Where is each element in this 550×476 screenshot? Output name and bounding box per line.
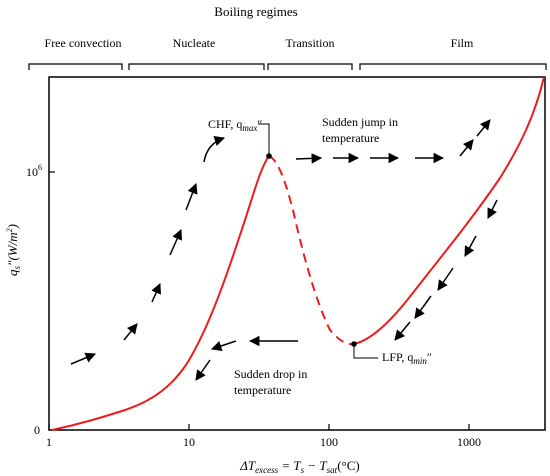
x-axis-label: ΔTexcess = Ts − Tsat(°C)	[239, 458, 359, 475]
y-label-main: q	[5, 269, 20, 276]
y-tick-exp: 6	[38, 163, 42, 172]
arrow-film-up-1	[459, 139, 474, 157]
arrow-heating-curl	[203, 136, 225, 163]
x-tick-label-10: 10	[183, 435, 195, 449]
arrow-cool-1	[487, 199, 498, 219]
jump-label-line1: Sudden jump in	[322, 115, 398, 129]
arrow-jump-1	[295, 153, 323, 164]
arrow-heating-2	[123, 323, 138, 341]
drop-label-line1: Sudden drop in	[234, 367, 307, 381]
x-label-rest: = T	[278, 458, 301, 473]
curve-transition-dashed	[268, 155, 355, 346]
x-label-sub: excess	[255, 465, 278, 475]
arrow-cool-4	[414, 295, 432, 319]
arrow-drop-3	[195, 359, 211, 381]
arrow-heating-1	[70, 352, 96, 365]
chf-prefix: CHF, q	[208, 117, 242, 131]
regime-brackets	[28, 63, 547, 70]
chf-label: CHF, qmax″	[208, 117, 262, 133]
leader-lines	[258, 123, 378, 359]
arrow-cool-2	[464, 235, 477, 257]
arrow-cool-3	[437, 267, 454, 291]
bracket-free-convection	[28, 63, 123, 70]
x-label-sub2: s	[301, 465, 305, 475]
x-tick-label-1000: 1000	[457, 435, 481, 449]
arrow-heating-4	[169, 229, 182, 256]
regime-label-free-convection: Free convection	[45, 36, 122, 50]
boiling-curve	[51, 76, 545, 431]
x-tick-label-100: 100	[320, 435, 338, 449]
regime-label-transition: Transition	[286, 36, 335, 50]
bracket-nucleate	[128, 63, 265, 70]
lfp-leader-line	[353, 344, 378, 359]
y-tick-base: 10	[26, 165, 38, 179]
y-label-sup: 2	[5, 228, 14, 232]
curve-film-segment	[353, 76, 545, 345]
chf-sub: max	[242, 123, 257, 133]
arrow-film-up-2	[476, 119, 491, 137]
arrow-drop-2	[211, 340, 237, 351]
regime-label-film: Film	[451, 36, 474, 50]
bracket-film	[359, 63, 547, 70]
chf-suffix: ″	[257, 117, 262, 131]
drop-label-line2: temperature	[234, 383, 291, 397]
y-label-sub: s	[12, 265, 22, 269]
y-tick-label-0: 0	[34, 423, 40, 437]
y-label-rest: ″(W/m	[5, 232, 20, 266]
lfp-sub: min	[413, 356, 427, 366]
arrow-heating-5	[185, 183, 198, 211]
x-label-sub3: sat	[327, 465, 338, 475]
lfp-prefix: LFP, q	[382, 350, 413, 364]
y-label-end: )	[5, 224, 20, 229]
curve-nucleate-segment	[51, 155, 270, 431]
chf-leader-line	[258, 123, 270, 156]
regime-label-nucleate: Nucleate	[173, 36, 216, 50]
x-tick-label-1: 1	[46, 435, 52, 449]
arrow-heating-3	[151, 283, 161, 303]
y-axis-label: qs″(W/m2)	[5, 224, 22, 276]
axis-ticks	[48, 171, 470, 430]
arrows	[70, 119, 498, 381]
x-label-unit: (°C)	[337, 458, 360, 473]
arrow-cool-5	[394, 321, 411, 341]
bracket-transition	[267, 63, 353, 70]
lfp-suffix: ″	[427, 350, 432, 364]
plot-frame	[48, 76, 546, 431]
x-label-delta: ΔT	[239, 458, 256, 473]
figure-title: Boiling regimes	[214, 4, 297, 19]
jump-label-line2: temperature	[322, 131, 379, 145]
x-label-rest2: − T	[304, 458, 327, 473]
y-tick-label-1e6: 106	[26, 163, 42, 179]
lfp-label: LFP, qmin″	[382, 350, 432, 366]
